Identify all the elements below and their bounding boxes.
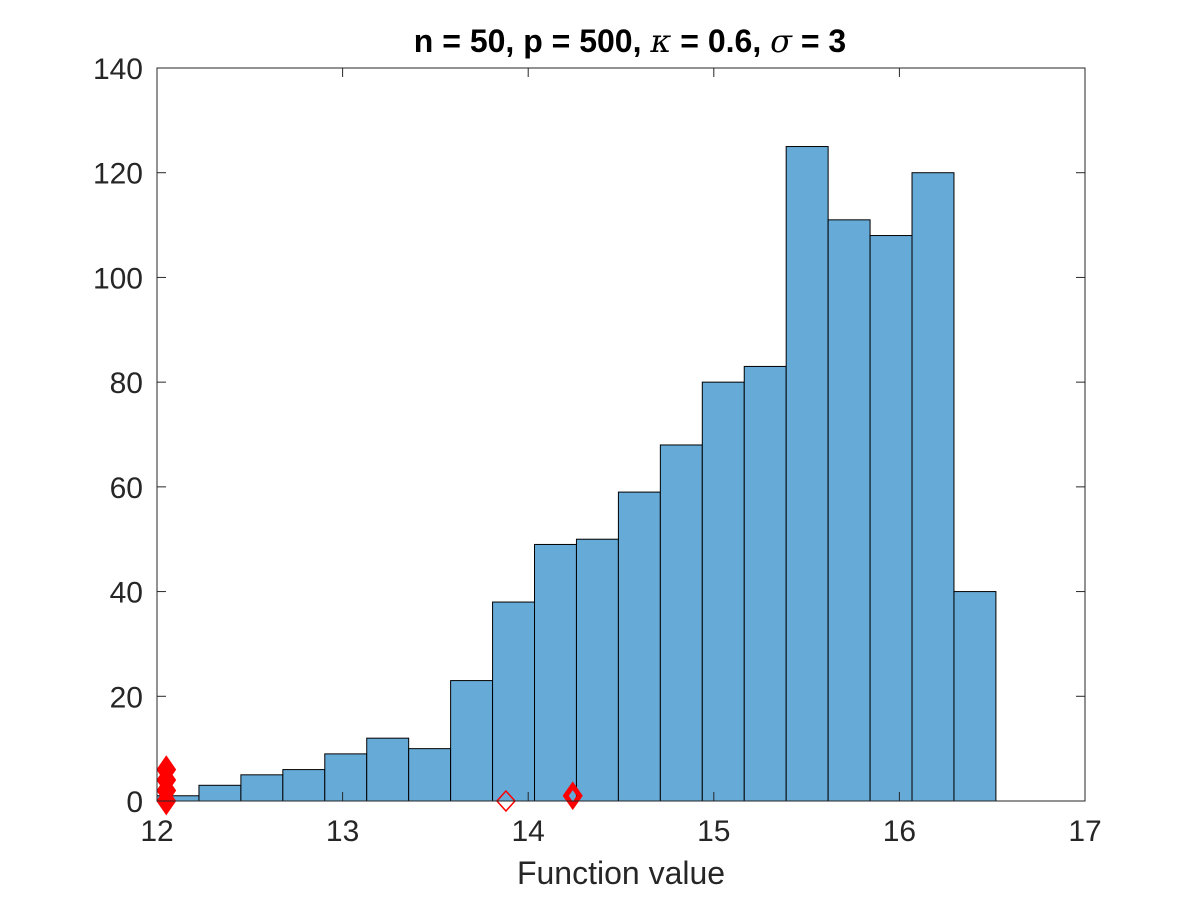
histogram-bar [534, 543, 577, 802]
plot-area-frame [156, 67, 1086, 802]
y-tick-label: 140 [93, 53, 143, 86]
histogram-bar [450, 680, 494, 802]
y-tick-label: 0 [126, 786, 143, 819]
histogram-bar [911, 172, 955, 802]
histogram-bar [869, 235, 913, 802]
histogram-bar [743, 365, 787, 802]
x-tick-label: 14 [512, 815, 545, 848]
histogram-bar [659, 444, 703, 802]
histogram-bar [324, 753, 368, 802]
y-tick-label: 20 [110, 681, 143, 714]
x-tick-label: 13 [326, 815, 359, 848]
red-diamond-marker [495, 789, 516, 813]
histogram-bar [953, 591, 997, 802]
x-tick-label: 12 [140, 815, 173, 848]
x-tick-label: 16 [883, 815, 916, 848]
histogram-bar [701, 381, 745, 802]
x-tick-label: 15 [697, 815, 730, 848]
histogram-bar [785, 146, 829, 802]
histogram-bar [492, 601, 536, 802]
histogram-bars [156, 146, 997, 802]
y-tick-label: 120 [93, 158, 143, 191]
red-diamond-marker [156, 755, 177, 784]
histogram-bar [827, 219, 871, 802]
histogram-bar [240, 774, 284, 802]
y-tick-label: 80 [110, 367, 143, 400]
histogram-bar [282, 769, 326, 802]
x-axis: 12 13 14 15 16 17 [140, 68, 1102, 848]
histogram-bar [617, 491, 661, 802]
histogram-bar [366, 737, 410, 802]
x-axis-title: Function value [517, 855, 725, 891]
y-tick-label: 60 [110, 472, 143, 505]
y-axis: 0 20 40 60 80 100 120 140 [93, 53, 1085, 819]
x-tick-label: 17 [1068, 815, 1101, 848]
chart-title: n = 50, p = 500, κ = 0.6, σ = 3 [414, 22, 846, 60]
red-diamond-marker [562, 781, 583, 811]
marker-layer [156, 755, 583, 816]
histogram-bar [575, 538, 619, 802]
histogram-bar [198, 784, 242, 802]
y-tick-label: 40 [110, 577, 143, 610]
histogram-bar [408, 748, 452, 802]
y-tick-label: 100 [93, 262, 143, 295]
